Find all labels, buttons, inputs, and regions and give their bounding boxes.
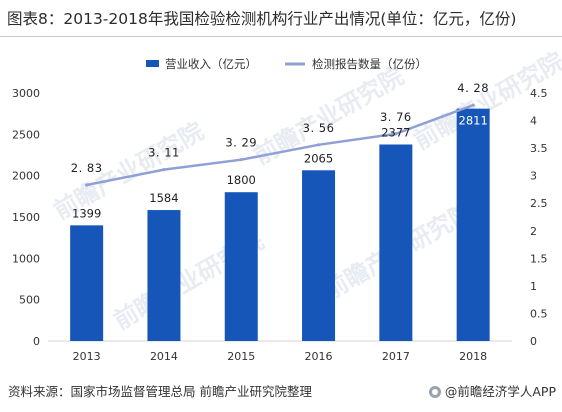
legend-revenue-swatch [146, 60, 159, 67]
revenue-bar [456, 108, 490, 342]
reports-line-point [85, 183, 89, 187]
y-left-tick-label: 2000 [12, 170, 40, 183]
y-axis-left: 0 500 1000 1500 2000 2500 3000 [12, 87, 40, 348]
legend-reports-label: 检测报告数量（亿份） [312, 57, 427, 71]
y-left-tick-label: 2500 [12, 128, 40, 141]
combo-chart: 前瞻产业研究院前瞻产业研究院前瞻产业研究院前瞻产业研究院前瞻产业研究院 营业收入… [12, 47, 562, 363]
y-right-tick-label: 4 [530, 115, 537, 128]
revenue-data-label: 2377 [381, 126, 410, 140]
reports-data-label: 4. 28 [457, 81, 489, 95]
reports-line-point [394, 132, 398, 136]
y-right-tick-label: 3 [530, 170, 537, 183]
y-right-tick-label: 1.5 [530, 252, 548, 265]
revenue-bar [224, 192, 258, 341]
x-tick-label: 2014 [150, 350, 178, 363]
reports-line-point [239, 158, 243, 162]
x-tick-label: 2015 [227, 350, 255, 363]
y-right-tick-label: 2.5 [530, 197, 548, 210]
reports-data-label: 3. 76 [380, 110, 412, 124]
reports-line [85, 103, 475, 187]
reports-data-label: 2. 83 [71, 161, 103, 175]
x-tick-label: 2016 [305, 350, 333, 363]
revenue-bar [379, 144, 413, 341]
y-left-tick-label: 0 [33, 335, 40, 348]
y-left-tick-label: 1000 [12, 252, 40, 265]
revenue-data-labels: 1399 1584 1800 2065 2377 2811 [72, 114, 488, 221]
source-note: 资料来源：国家市场监督管理总局 前瞻产业研究院整理 [8, 384, 312, 399]
brand-credit: @前瞻经济学人APP [428, 382, 556, 402]
y-right-tick-label: 2 [530, 225, 537, 238]
revenue-data-label: 1584 [149, 191, 178, 205]
legend-revenue-label: 营业收入（亿元） [165, 57, 257, 71]
revenue-bars [70, 108, 490, 342]
revenue-bar [302, 170, 336, 341]
title-divider [0, 36, 562, 37]
brand-logo-icon [428, 386, 441, 398]
revenue-data-label: 2065 [304, 151, 333, 165]
y-right-tick-label: 4.5 [530, 87, 548, 100]
y-axis-right: 0 0.5 1 1.5 2 2.5 3 3.5 4 4.5 [530, 87, 548, 348]
reports-line-point [316, 143, 321, 147]
x-tick-label: 2013 [73, 350, 101, 363]
reports-line-path [86, 103, 474, 187]
revenue-data-label: 1399 [72, 206, 101, 220]
x-tick-label: 2017 [382, 350, 410, 363]
revenue-bar [70, 225, 104, 341]
y-left-tick-label: 3000 [12, 87, 40, 100]
x-axis: 2013 2014 2015 2016 2017 2018 [73, 350, 487, 363]
chart-title: 图表8：2013-2018年我国检验检测机构行业产出情况(单位：亿元，亿份) [7, 10, 517, 28]
y-right-tick-label: 0.5 [530, 307, 548, 320]
x-tick-label: 2018 [459, 350, 487, 363]
y-right-tick-label: 0 [530, 335, 537, 348]
reports-data-labels: 2. 83 3. 11 3. 29 3. 56 3. 76 4. 28 [71, 81, 489, 175]
y-left-tick-label: 1500 [12, 211, 40, 224]
y-right-tick-label: 1 [530, 280, 537, 293]
reports-data-label: 3. 29 [225, 136, 257, 150]
revenue-data-label: 1800 [227, 173, 256, 187]
reports-line-point [162, 168, 166, 172]
revenue-bar [147, 210, 181, 341]
chart-legend: 营业收入（亿元） 检测报告数量（亿份） [146, 57, 427, 71]
revenue-data-label: 2811 [459, 114, 488, 128]
brand-text: @前瞻经济学人APP [444, 384, 556, 399]
y-left-tick-label: 500 [19, 294, 40, 307]
reports-line-point [471, 103, 475, 107]
y-right-tick-label: 3.5 [530, 142, 548, 155]
reports-data-label: 3. 11 [148, 146, 180, 160]
reports-data-label: 3. 56 [303, 121, 335, 135]
